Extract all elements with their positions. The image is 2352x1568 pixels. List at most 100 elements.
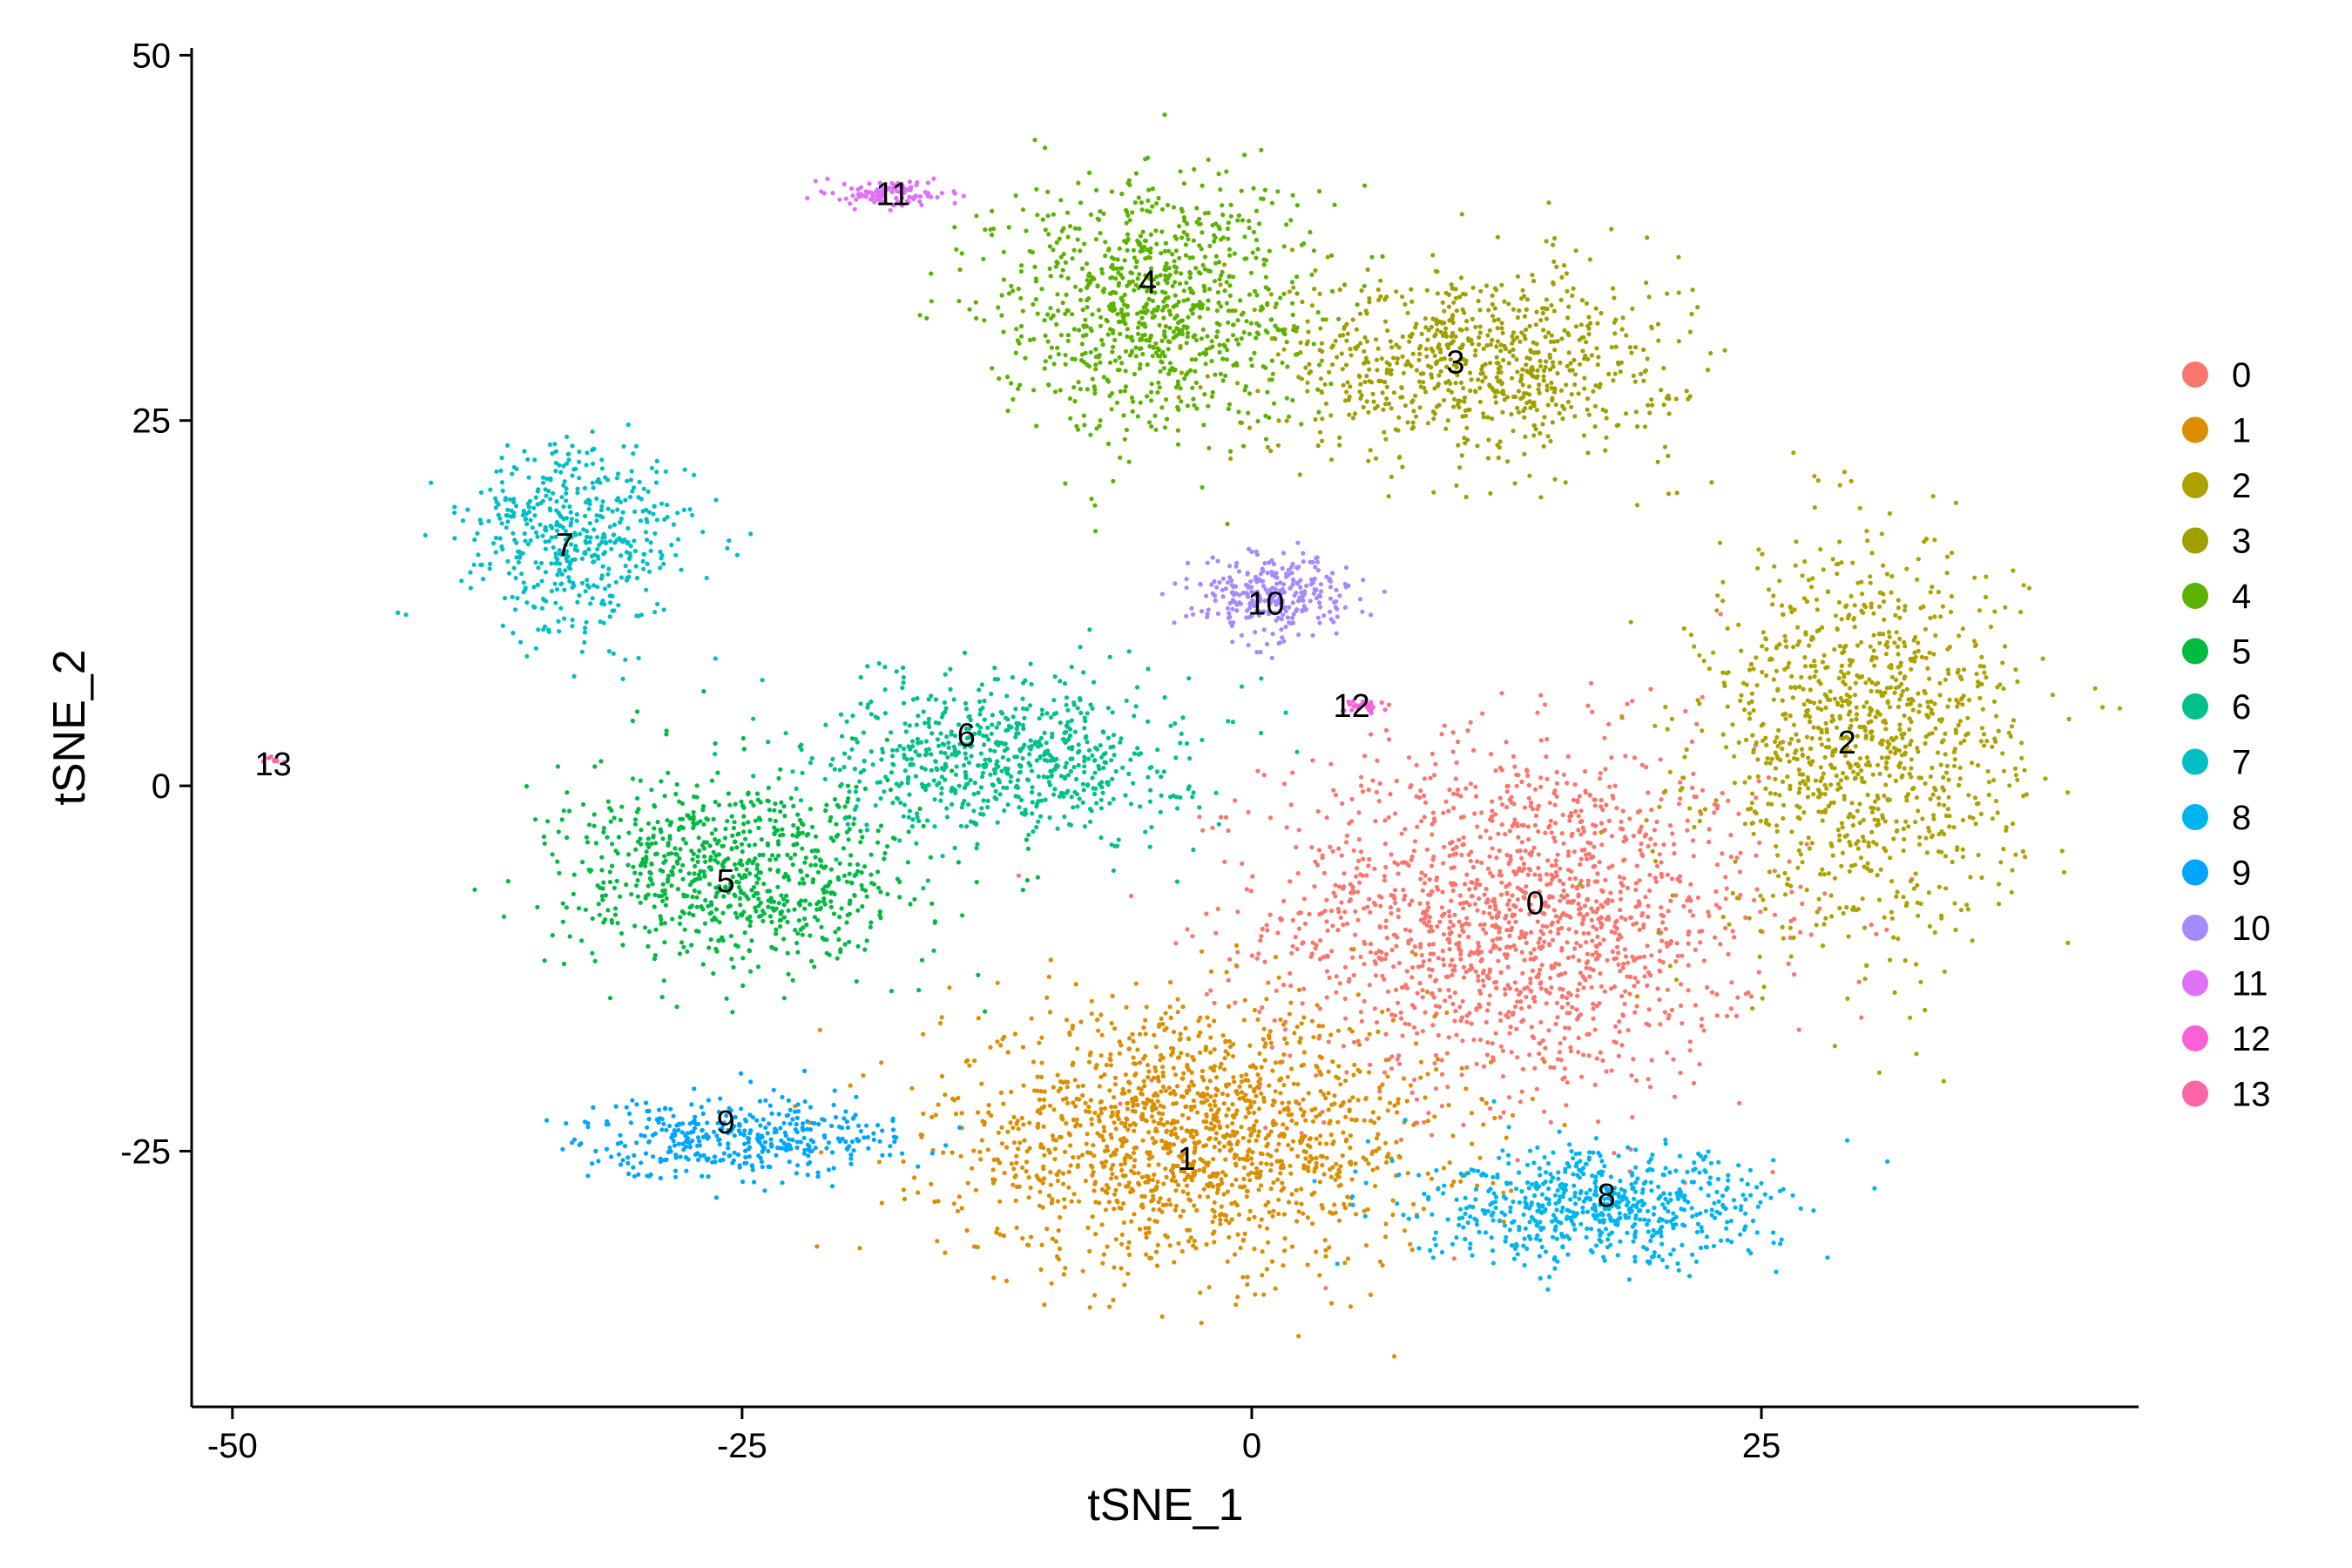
point xyxy=(1835,781,1841,787)
point xyxy=(1361,856,1366,862)
point xyxy=(1191,1135,1196,1140)
point xyxy=(1169,1178,1174,1183)
point xyxy=(1076,1084,1081,1089)
point xyxy=(1387,401,1392,406)
point xyxy=(1016,1146,1021,1152)
point xyxy=(1686,941,1691,946)
point xyxy=(1191,1083,1196,1088)
point xyxy=(1918,979,1923,984)
point xyxy=(1713,935,1718,940)
point xyxy=(1946,777,1951,782)
point xyxy=(901,1159,906,1164)
point xyxy=(1403,983,1409,988)
point xyxy=(1693,794,1699,800)
point xyxy=(1268,1129,1274,1134)
point xyxy=(1464,1064,1470,1070)
point xyxy=(1484,973,1490,978)
point xyxy=(1554,1000,1560,1005)
point xyxy=(1984,739,1990,744)
point xyxy=(1355,992,1361,997)
point xyxy=(1531,995,1537,1000)
point xyxy=(1496,379,1501,384)
point xyxy=(1646,790,1651,795)
point xyxy=(1475,877,1480,882)
point xyxy=(1780,924,1785,929)
point xyxy=(1132,1158,1138,1163)
point xyxy=(1058,1134,1064,1140)
point xyxy=(1965,715,1970,720)
point xyxy=(1476,978,1481,983)
point xyxy=(1388,1100,1393,1105)
point xyxy=(1445,1085,1450,1090)
point xyxy=(1544,316,1549,321)
point xyxy=(1259,1064,1264,1070)
point xyxy=(1214,1114,1220,1119)
point xyxy=(921,1031,926,1037)
point xyxy=(1101,1252,1106,1257)
point xyxy=(1758,909,1763,915)
point xyxy=(1417,405,1423,410)
point xyxy=(1444,364,1450,369)
point xyxy=(1227,1220,1232,1226)
point xyxy=(1655,321,1661,327)
point xyxy=(1047,1010,1053,1015)
point xyxy=(1877,640,1882,645)
point xyxy=(1349,1029,1355,1034)
point xyxy=(1418,944,1423,950)
point xyxy=(1514,357,1519,362)
point xyxy=(1770,1169,1775,1175)
point xyxy=(1252,1128,1257,1133)
point xyxy=(1594,346,1599,351)
point xyxy=(1117,1182,1122,1187)
point xyxy=(1553,961,1558,966)
point xyxy=(1598,797,1604,803)
point xyxy=(1348,1146,1353,1151)
point xyxy=(1291,1081,1296,1086)
point xyxy=(1351,972,1356,978)
point xyxy=(1869,809,1875,815)
point xyxy=(1902,766,1907,771)
point xyxy=(1590,952,1595,957)
point xyxy=(1423,389,1429,395)
point xyxy=(1562,1122,1567,1128)
point xyxy=(1927,650,1932,655)
point xyxy=(1217,1213,1222,1218)
point xyxy=(1219,1177,1224,1182)
point xyxy=(1281,1122,1286,1127)
point xyxy=(1852,625,1857,630)
point xyxy=(1690,287,1695,293)
point xyxy=(1140,1138,1146,1143)
point xyxy=(1941,774,1946,781)
point xyxy=(1827,745,1832,750)
point xyxy=(1211,1116,1216,1122)
point xyxy=(1486,1001,1491,1006)
point xyxy=(1892,690,1897,696)
point xyxy=(1522,415,1527,420)
point xyxy=(1517,1099,1524,1105)
point xyxy=(1039,1035,1044,1040)
point xyxy=(1869,923,1874,928)
point xyxy=(1425,421,1431,426)
point xyxy=(1150,1108,1155,1113)
point xyxy=(1375,287,1381,293)
point xyxy=(1561,772,1566,777)
point xyxy=(1239,1079,1244,1085)
point xyxy=(876,1159,882,1165)
point xyxy=(1603,448,1608,453)
point xyxy=(1327,1120,1332,1126)
point xyxy=(1167,1145,1173,1150)
point xyxy=(1659,912,1664,917)
point xyxy=(1686,932,1691,937)
point xyxy=(1862,925,1868,930)
point xyxy=(1357,1042,1362,1047)
point xyxy=(1366,863,1371,868)
point xyxy=(1382,379,1388,385)
point xyxy=(1522,935,1527,940)
point xyxy=(1928,590,1933,595)
point xyxy=(1363,1095,1369,1101)
point xyxy=(1549,985,1554,990)
point xyxy=(1163,1010,1168,1016)
point xyxy=(1654,819,1659,825)
point xyxy=(1198,1030,1203,1035)
point xyxy=(1510,375,1515,381)
